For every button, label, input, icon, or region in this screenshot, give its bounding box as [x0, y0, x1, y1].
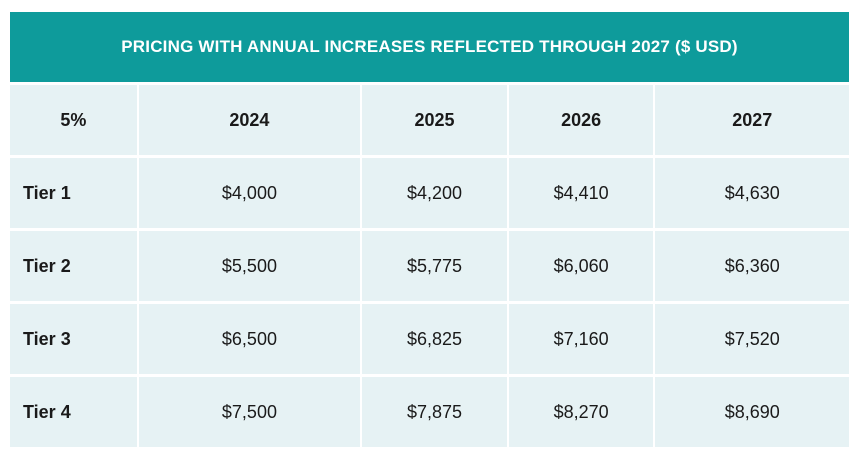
price-cell: $5,775 [362, 231, 507, 301]
header-cell-2026: 2026 [508, 85, 654, 155]
header-cell-2025: 2025 [362, 85, 507, 155]
price-cell: $7,500 [138, 377, 361, 447]
price-cell: $4,200 [362, 158, 507, 228]
row-label: Tier 3 [10, 304, 137, 374]
price-cell: $4,410 [508, 158, 654, 228]
row-label: Tier 2 [10, 231, 137, 301]
price-cell: $6,060 [508, 231, 654, 301]
table-row: Tier 3 $6,500 $6,825 $7,160 $7,520 [10, 304, 849, 374]
price-cell: $6,500 [138, 304, 361, 374]
header-cell-2027: 2027 [655, 85, 849, 155]
price-cell: $8,270 [508, 377, 654, 447]
row-label: Tier 4 [10, 377, 137, 447]
row-label: Tier 1 [10, 158, 137, 228]
header-cell-2024: 2024 [138, 85, 361, 155]
price-cell: $4,000 [138, 158, 361, 228]
price-cell: $6,825 [362, 304, 507, 374]
price-cell: $7,520 [655, 304, 849, 374]
price-cell: $4,630 [655, 158, 849, 228]
price-cell: $7,875 [362, 377, 507, 447]
price-cell: $8,690 [655, 377, 849, 447]
price-cell: $5,500 [138, 231, 361, 301]
pricing-table: PRICING WITH ANNUAL INCREASES REFLECTED … [10, 12, 849, 447]
header-cell-rate: 5% [10, 85, 137, 155]
table-row: Tier 2 $5,500 $5,775 $6,060 $6,360 [10, 231, 849, 301]
table-title: PRICING WITH ANNUAL INCREASES REFLECTED … [10, 12, 849, 82]
price-cell: $7,160 [508, 304, 654, 374]
table-row: Tier 1 $4,000 $4,200 $4,410 $4,630 [10, 158, 849, 228]
price-cell: $6,360 [655, 231, 849, 301]
table-header-row: 5% 2024 2025 2026 2027 [10, 85, 849, 155]
table-row: Tier 4 $7,500 $7,875 $8,270 $8,690 [10, 377, 849, 447]
